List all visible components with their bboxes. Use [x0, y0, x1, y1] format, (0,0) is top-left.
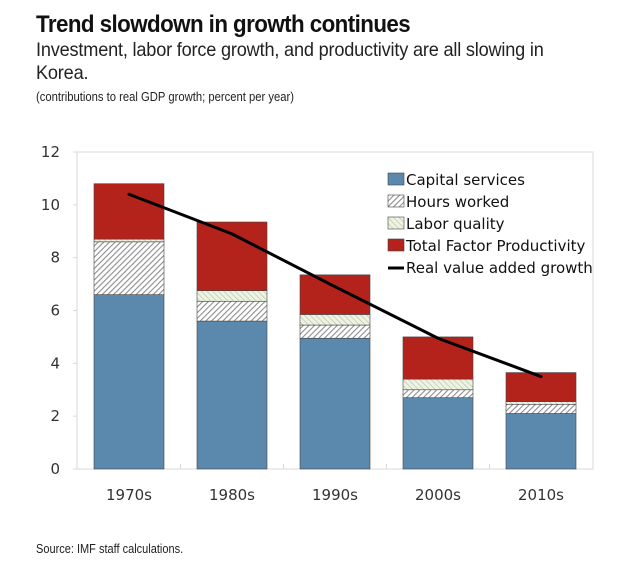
- chart-subtitle: Investment, labor force growth, and prod…: [36, 39, 544, 84]
- bar-segment-tfp: [93, 183, 165, 240]
- bar-segment-capital: [299, 337, 371, 470]
- legend: Capital services Hours worked Labor qualit…: [387, 171, 593, 277]
- source-note: Source: IMF staff calculations.: [36, 542, 184, 556]
- legend-label: Total Factor Productivity: [405, 237, 586, 255]
- bar-stack-2000s: [402, 336, 474, 470]
- bar-segment-hours: [505, 403, 577, 414]
- legend-item-capital: Capital services: [387, 171, 525, 189]
- legend-item-tfp: Total Factor Productivity: [387, 237, 586, 255]
- bar-segment-capital: [505, 413, 577, 470]
- bar-stacks: [93, 183, 577, 470]
- bar-segment-labor: [196, 290, 268, 302]
- x-tick-label: 2000s: [415, 486, 461, 504]
- x-tick-label: 1980s: [209, 486, 255, 504]
- bar-segment-hours: [93, 241, 165, 295]
- bar-stack-1990s: [299, 274, 371, 470]
- bar-segment-labor: [93, 238, 165, 243]
- bar-segment-labor: [402, 378, 474, 391]
- legend-swatch: [387, 172, 405, 186]
- legend-label: Capital services: [406, 171, 525, 189]
- bar-segment-capital: [196, 320, 268, 470]
- legend-swatch: [387, 238, 405, 252]
- x-tick-label: 1970s: [106, 486, 152, 504]
- x-tick-label: 2010s: [518, 486, 564, 504]
- legend-label: Real value added growth: [406, 259, 593, 277]
- bar-stack-2010s: [505, 372, 577, 470]
- y-tick-label: 6: [50, 302, 60, 320]
- bar-segment-labor: [505, 401, 577, 405]
- y-tick-label: 2: [50, 407, 60, 425]
- bar-stack-1980s: [196, 221, 268, 470]
- bar-segment-hours: [299, 324, 371, 339]
- legend-item-labor: Labor quality: [387, 215, 505, 233]
- chart-units-note: (contributions to real GDP growth; perce…: [36, 90, 295, 104]
- y-tick-label: 8: [50, 249, 60, 267]
- legend-swatch: [387, 194, 405, 208]
- bar-segment-labor: [299, 314, 371, 326]
- y-tick-label: 10: [41, 196, 60, 214]
- bar-segment-capital: [93, 294, 165, 470]
- bar-segment-hours: [196, 300, 268, 322]
- bar-stack-1970s: [93, 183, 165, 470]
- y-tick-label: 12: [41, 143, 60, 161]
- bar-segment-tfp: [402, 336, 474, 380]
- bar-segment-tfp: [299, 274, 371, 315]
- legend-swatch: [387, 216, 405, 230]
- bar-segment-hours: [402, 389, 474, 398]
- x-tick-label: 1990s: [312, 486, 358, 504]
- legend-item-hours: Hours worked: [387, 193, 509, 211]
- y-tick-label: 0: [50, 460, 60, 478]
- x-axis: 1970s 1980s 1990s 2000s 2010s: [106, 464, 564, 504]
- chart-title: Trend slowdown in growth continues: [36, 11, 411, 38]
- y-tick-label: 4: [50, 354, 60, 372]
- bar-segment-capital: [402, 397, 474, 470]
- legend-label: Hours worked: [406, 193, 509, 211]
- legend-label: Labor quality: [406, 215, 505, 233]
- legend-item-line: Real value added growth: [388, 259, 593, 277]
- line-series: [127, 192, 543, 379]
- y-axis: 0 2 4 6 8 10 12: [41, 143, 77, 478]
